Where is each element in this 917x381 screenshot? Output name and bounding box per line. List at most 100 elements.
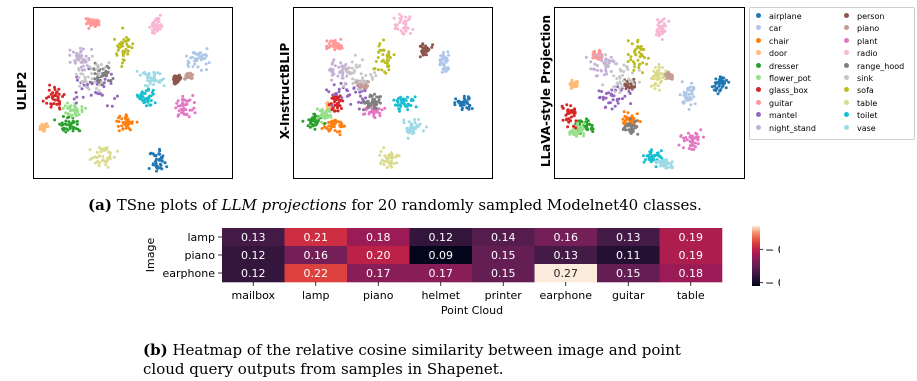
point [146,84,150,88]
point [692,95,696,99]
caption-b-tag: (b) [143,341,168,359]
point [357,80,361,84]
point [413,95,417,99]
point [393,103,397,107]
point [185,72,189,76]
x-axis-label: Point Cloud [441,304,503,317]
point [76,78,79,82]
point [403,104,407,108]
point [335,41,339,45]
point [58,101,61,105]
point [696,142,700,146]
cluster-radio [392,12,415,36]
point [75,95,79,99]
point [357,100,361,104]
caption-b: (b) Heatmap of the relative cosine simil… [143,341,681,379]
point [687,96,691,100]
point [399,104,403,108]
point [205,68,209,72]
point [579,129,583,133]
point [610,94,614,98]
point [411,28,415,31]
cluster-car [438,50,451,74]
point [714,82,718,86]
point [373,71,377,75]
point [658,76,662,80]
heatmap-cell [472,264,535,283]
point [162,77,165,81]
point [667,75,671,79]
legend-item-radio: radio [844,49,877,58]
point [667,71,671,75]
legend-label: chair [769,36,789,46]
point [352,71,355,75]
point [688,144,692,148]
point [560,104,564,108]
point [84,85,88,89]
point [116,48,120,52]
point [425,125,428,129]
point [94,67,98,71]
point [572,124,575,128]
heatmap-cell-label: 0.12 [241,249,266,262]
point [468,103,472,107]
point [596,64,600,68]
legend-label: piano [857,24,880,34]
point [390,159,393,163]
x-tick-label: guitar [612,289,645,302]
heatmap-cell-label: 0.17 [429,267,454,280]
point [88,158,92,161]
point [718,89,722,93]
point [77,54,81,58]
point [568,130,572,134]
point [85,21,89,25]
point [93,80,97,84]
point [192,106,196,110]
point [97,89,101,93]
legend-item-piano: piano [844,24,879,33]
point [574,126,578,130]
point [576,131,580,135]
point [378,111,382,115]
point [345,88,349,92]
point [154,18,157,21]
point [360,87,364,91]
point [190,76,194,80]
point [575,83,579,87]
cluster-guitar [84,17,101,30]
caption-a-emphasis: LLM projections [221,196,347,214]
point [98,146,101,150]
point [176,114,180,118]
point [147,87,150,91]
point [105,104,109,108]
point [332,58,336,62]
point [48,83,52,87]
point [331,106,335,110]
cluster-door [568,78,580,90]
point [117,120,121,124]
point [387,68,391,72]
point [442,63,445,67]
point [315,122,319,126]
point [123,116,127,119]
point [344,63,348,66]
point [68,126,72,130]
point [362,112,365,116]
point [327,90,331,94]
cluster-airplane [453,94,474,112]
point [682,136,686,140]
legend-label: vase [857,123,876,133]
heatmap-cell-label: 0.18 [366,231,391,244]
point [727,80,731,84]
point [340,122,344,126]
point [106,70,110,74]
point [379,150,383,153]
point [593,68,597,71]
point [596,54,600,58]
point [622,63,626,67]
point [90,20,94,24]
legend-label: toilet [857,111,878,121]
point [621,73,625,77]
point [124,47,128,51]
point [140,98,144,102]
